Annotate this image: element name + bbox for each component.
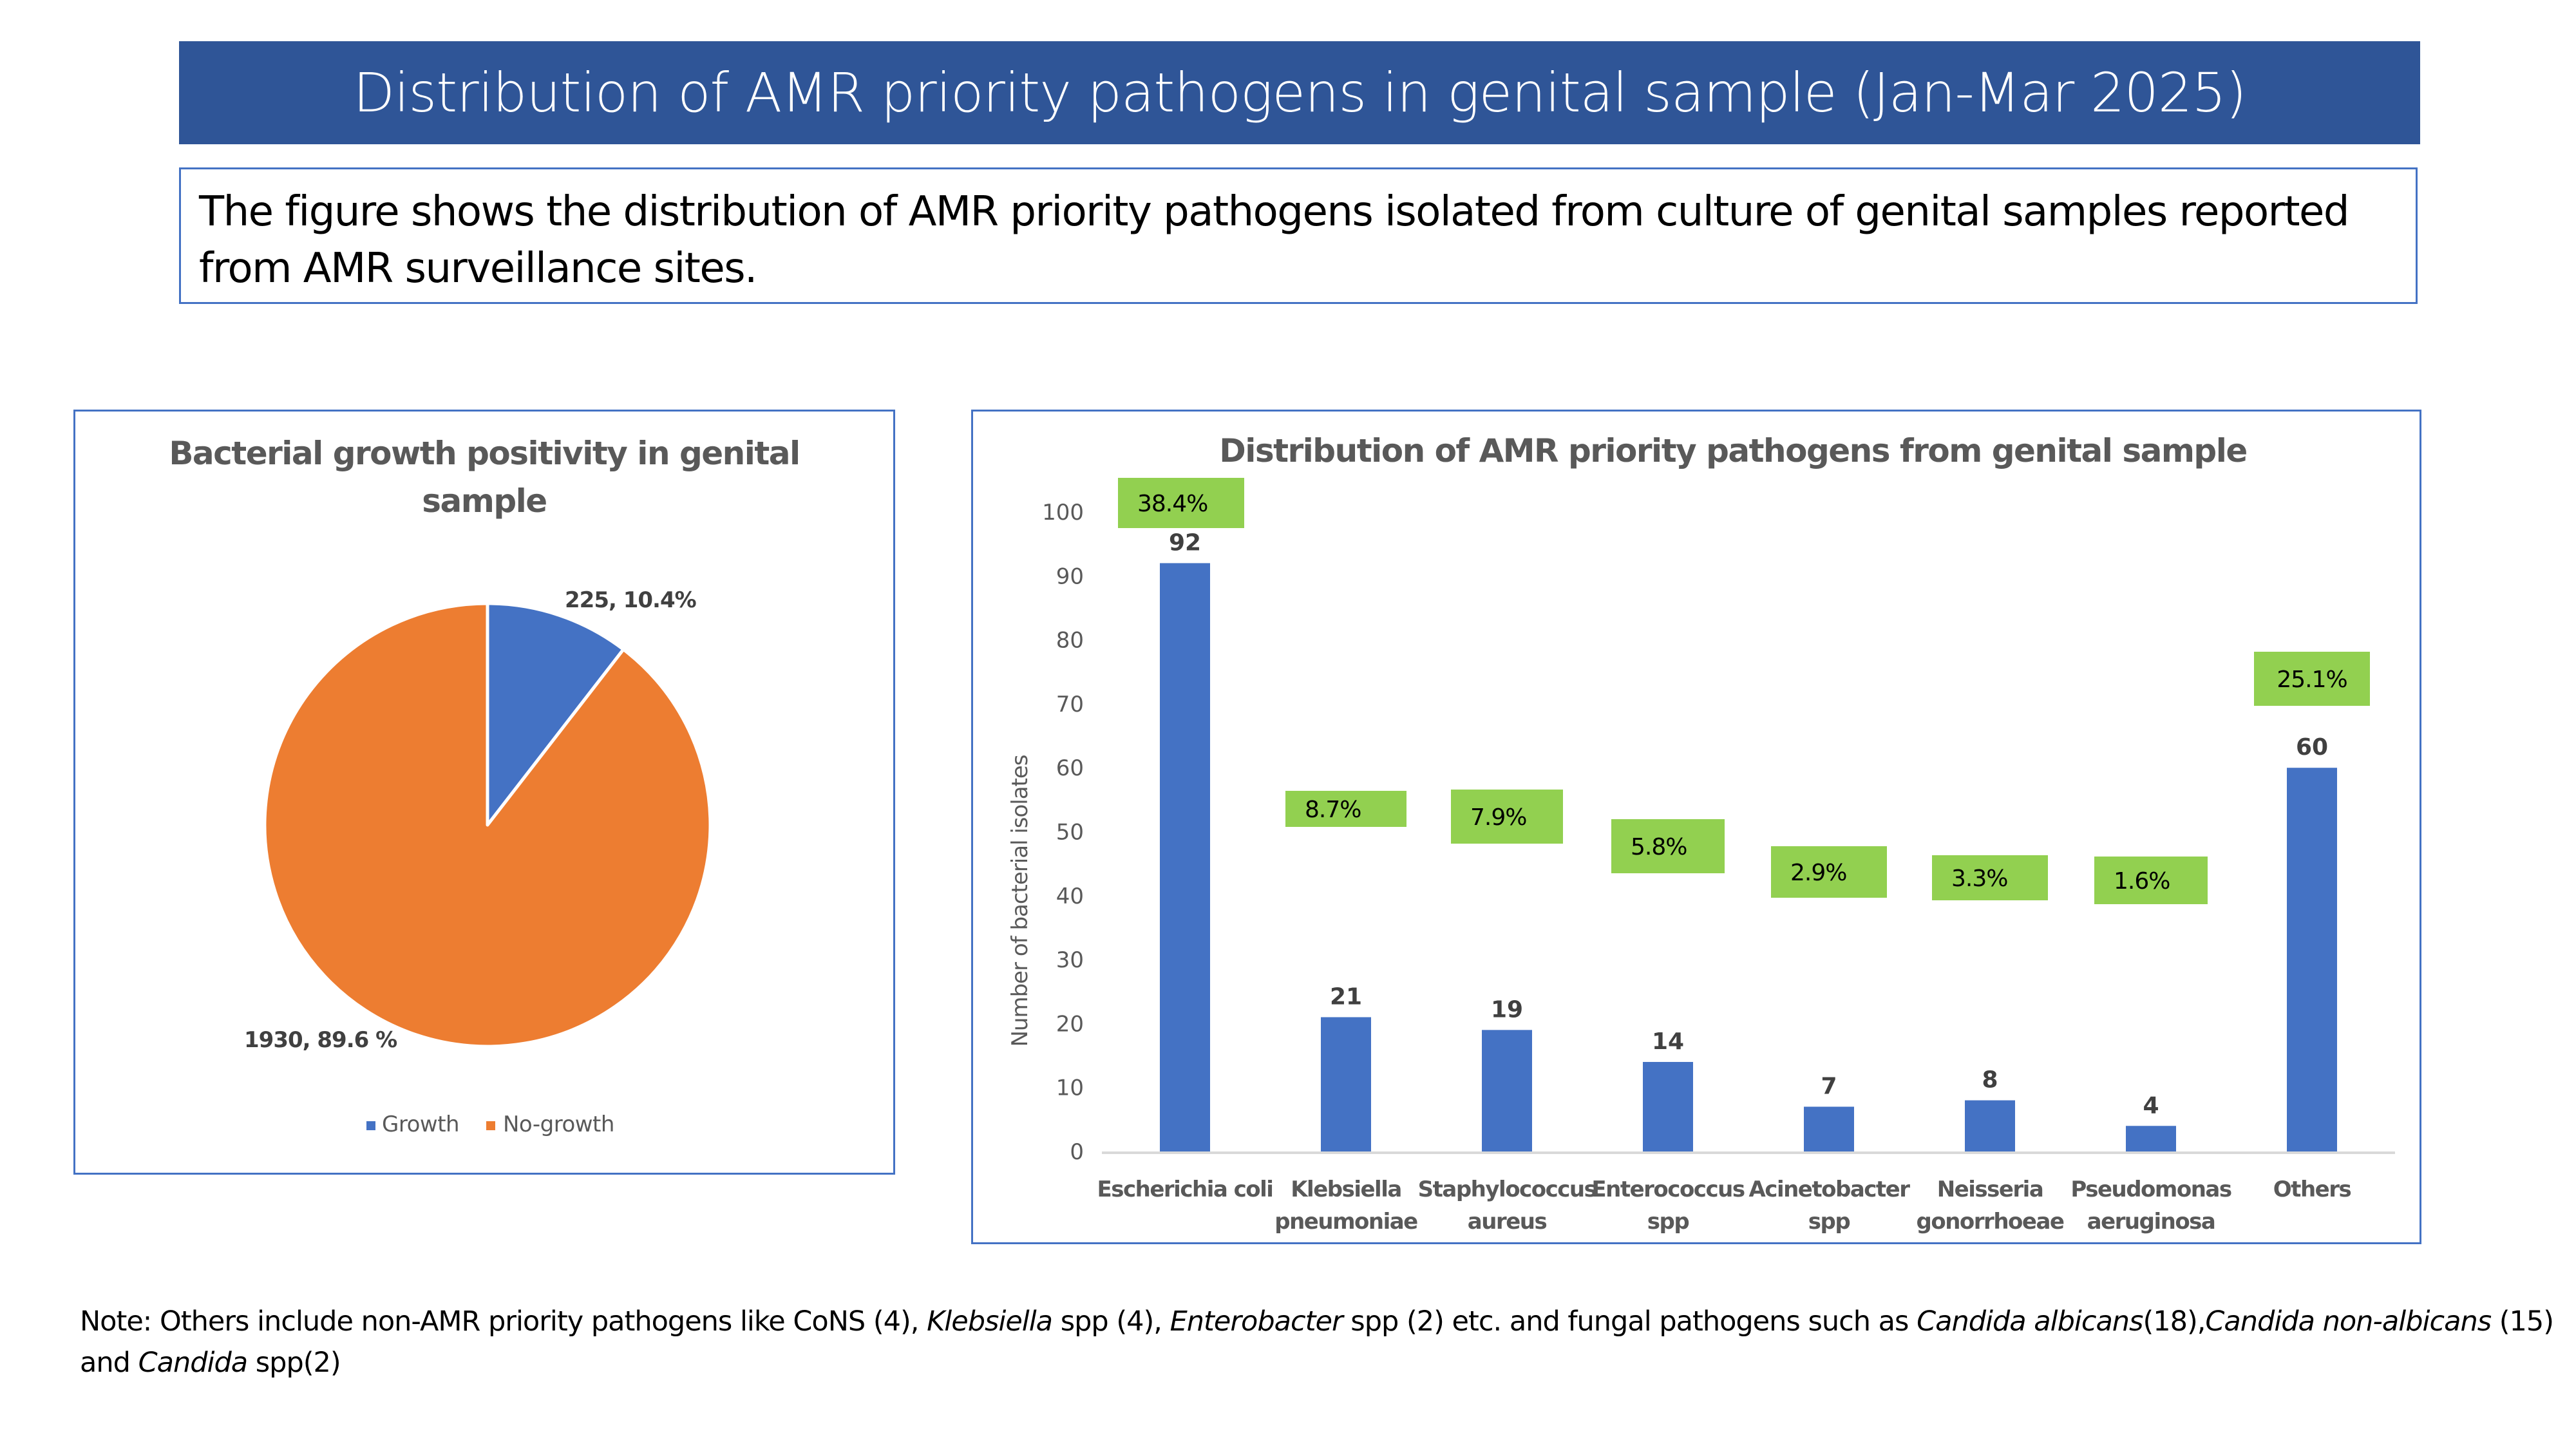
percent-label: 2.9%: [1790, 860, 1846, 886]
x-category-label: Enterococcus: [1591, 1177, 1744, 1202]
bar: [2287, 768, 2337, 1151]
percent-box: [1932, 855, 2048, 900]
page-title: Distribution of AMR priority pathogens i…: [353, 61, 2246, 124]
percent-label: 8.7%: [1305, 797, 1361, 823]
pie-slice-growth: [486, 601, 625, 827]
percent-label: 1.6%: [2114, 868, 2170, 895]
footnote-italic-text: Enterobacter: [1170, 1305, 1343, 1338]
figure-description: The figure shows the distribution of AMR…: [179, 167, 2418, 304]
bar-value-label: 60: [2296, 734, 2328, 761]
bar-value-label: 4: [2143, 1092, 2159, 1119]
pie-chart-title: sample: [422, 482, 546, 520]
footnote-italic-text: Klebsiella: [927, 1305, 1053, 1338]
y-tick-label: 60: [1056, 755, 1084, 781]
x-category-label: Staphylococcus: [1418, 1177, 1596, 1202]
footnote-text: Note: Others include non-AMR priority pa…: [80, 1305, 927, 1338]
y-tick-label: 0: [1070, 1139, 1084, 1165]
bar-value-label: 14: [1652, 1028, 1684, 1055]
y-tick-label: 70: [1056, 692, 1084, 717]
y-axis-title: Number of bacterial isolates: [1007, 755, 1033, 1046]
bar-chart-panel: Distribution of AMR priority pathogens f…: [971, 410, 2421, 1244]
y-tick-label: 90: [1056, 564, 1084, 589]
footnote-italic-text: Candida albicans: [1917, 1305, 2143, 1338]
x-category-label: aeruginosa: [2087, 1209, 2215, 1235]
percent-label: 25.1%: [2277, 667, 2347, 693]
page-title-banner: Distribution of AMR priority pathogens i…: [179, 41, 2420, 144]
bar-value-label: 7: [1821, 1073, 1837, 1099]
y-tick-label: 20: [1056, 1011, 1084, 1037]
x-category-label: Others: [2273, 1177, 2351, 1202]
percent-box: [1771, 846, 1887, 898]
bar: [1804, 1106, 1854, 1151]
x-category-label: Acinetobacter: [1748, 1177, 1910, 1202]
percent-box: [1285, 791, 1406, 827]
bar: [2126, 1126, 2176, 1151]
y-tick-label: 80: [1056, 628, 1084, 654]
pie-chart-title: Bacterial growth positivity in genital: [169, 435, 799, 472]
percent-label: 7.9%: [1470, 804, 1526, 831]
y-tick-label: 50: [1056, 820, 1084, 846]
bar-value-label: 8: [1982, 1067, 1998, 1094]
percent-box: [2254, 652, 2370, 706]
bar-value-label: 21: [1330, 983, 1362, 1010]
percent-box: [2094, 857, 2208, 904]
x-category-label: spp: [1808, 1209, 1850, 1235]
x-category-label: Escherichia coli: [1097, 1177, 1273, 1202]
x-category-label: aureus: [1468, 1209, 1547, 1235]
x-category-label: spp: [1647, 1209, 1689, 1235]
bar: [1160, 563, 1210, 1151]
percent-box: [1611, 819, 1725, 873]
percent-label: 5.8%: [1631, 834, 1687, 860]
x-category-label: pneumoniae: [1274, 1209, 1417, 1235]
footnote-italic-text: Candida: [138, 1347, 249, 1379]
x-category-label: Pseudomonas: [2070, 1177, 2231, 1202]
pie-slice-no-growth: [263, 601, 712, 1048]
legend-label-no-growth: No-growth: [503, 1112, 614, 1137]
footnote-text: spp (2) etc. and fungal pathogens such a…: [1342, 1305, 1917, 1338]
footnote-text: (18),: [2143, 1305, 2206, 1338]
y-tick-label: 40: [1056, 884, 1084, 909]
footnote-italic-text: Candida non-albicans: [2205, 1305, 2492, 1338]
bar: [1643, 1061, 1693, 1151]
footnote: Note: Others include non-AMR priority pa…: [80, 1301, 2566, 1383]
percent-label: 38.4%: [1137, 491, 1208, 517]
bar-value-label: 19: [1491, 996, 1523, 1023]
y-tick-label: 100: [1042, 500, 1084, 526]
pie-chart-panel: Bacterial growth positivity in genital sa…: [73, 410, 895, 1175]
bar: [1965, 1100, 2015, 1151]
footnote-text: (15) and: [80, 1305, 2554, 1379]
bar: [1321, 1017, 1371, 1151]
footnote-text: spp (4),: [1052, 1305, 1170, 1338]
pie-data-label-no-growth: 1930, 89.6 %: [244, 1027, 397, 1053]
x-category-label: gonorrhoeae: [1917, 1209, 2064, 1235]
bar-chart: Distribution of AMR priority pathogens f…: [1007, 432, 2395, 1235]
pie-chart: Bacterial growth positivity in genital sa…: [169, 435, 800, 1137]
percent-label: 3.3%: [1951, 866, 2007, 892]
x-category-label: Neisseria: [1937, 1177, 2043, 1202]
bar-value-label: 92: [1169, 529, 1201, 556]
bar-chart-title: Distribution of AMR priority pathogens f…: [1219, 432, 2247, 469]
footnote-text: spp(2): [247, 1347, 341, 1379]
percent-box: [1118, 478, 1244, 528]
x-category-label: Klebsiella: [1291, 1177, 1401, 1202]
percent-box: [1451, 790, 1563, 844]
legend-swatch-growth: [366, 1121, 375, 1130]
legend-swatch-no-growth: [486, 1121, 495, 1130]
y-tick-label: 30: [1056, 947, 1084, 973]
pie-data-label-growth: 225, 10.4%: [565, 587, 696, 613]
y-tick-label: 10: [1056, 1075, 1084, 1101]
bar: [1482, 1030, 1532, 1151]
legend-label-growth: Growth: [382, 1112, 459, 1137]
